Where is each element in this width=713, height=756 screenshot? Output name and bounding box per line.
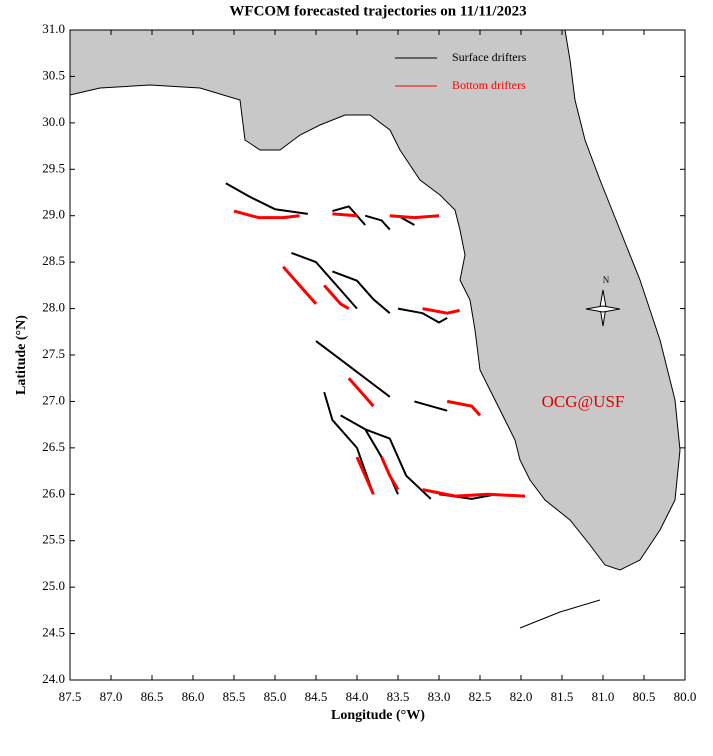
x-tick-label: 80.5 [633,689,656,704]
x-tick-label: 84.0 [346,689,369,704]
legend-label: Surface drifters [452,50,527,64]
y-tick-label: 29.5 [42,160,65,175]
compass [585,289,621,327]
x-tick-label: 85.0 [264,689,287,704]
trajectory [233,209,526,498]
x-tick-label: 81.0 [592,689,615,704]
x-tick-label: 83.5 [387,689,410,704]
y-tick-label: 25.0 [42,578,65,593]
land [69,29,681,571]
chart-title: WFCOM forecasted trajectories on 11/11/2… [229,3,526,19]
y-tick-label: 27.5 [42,346,65,361]
x-tick-label: 80.0 [674,689,697,704]
y-tick-label: 26.5 [42,439,65,454]
y-tick-label: 27.0 [42,392,65,407]
x-tick-label: 82.0 [510,689,533,704]
trajectory [225,182,497,500]
x-tick-label: 81.5 [551,689,574,704]
x-tick-label: 85.5 [223,689,246,704]
x-tick-label: 87.5 [59,689,82,704]
y-tick-label: 24.0 [42,671,65,686]
annotation: OCG@USF [542,392,625,411]
x-tick-label: 83.0 [428,689,451,704]
y-tick-label: 29.0 [42,207,65,222]
x-axis-label: Longitude (°W) [331,708,425,723]
x-tick-label: 86.5 [141,689,164,704]
y-tick-label: 25.5 [42,532,65,547]
y-tick-label: 24.5 [42,625,65,640]
x-tick-label: 86.0 [182,689,205,704]
y-tick-label: 28.5 [42,253,65,268]
x-tick-label: 82.5 [469,689,492,704]
x-tick-label: 84.5 [305,689,328,704]
y-tick-label: 28.0 [42,300,65,315]
y-tick-label: 31.0 [42,21,65,36]
y-tick-label: 30.5 [42,67,65,82]
y-tick-label: 26.0 [42,485,65,500]
legend-label: Bottom drifters [452,78,526,92]
compass-label: N [603,275,610,285]
x-tick-label: 87.0 [100,689,123,704]
keys [519,599,601,629]
y-tick-label: 30.0 [42,114,65,129]
y-axis-label: Latitude (°N) [14,315,29,395]
